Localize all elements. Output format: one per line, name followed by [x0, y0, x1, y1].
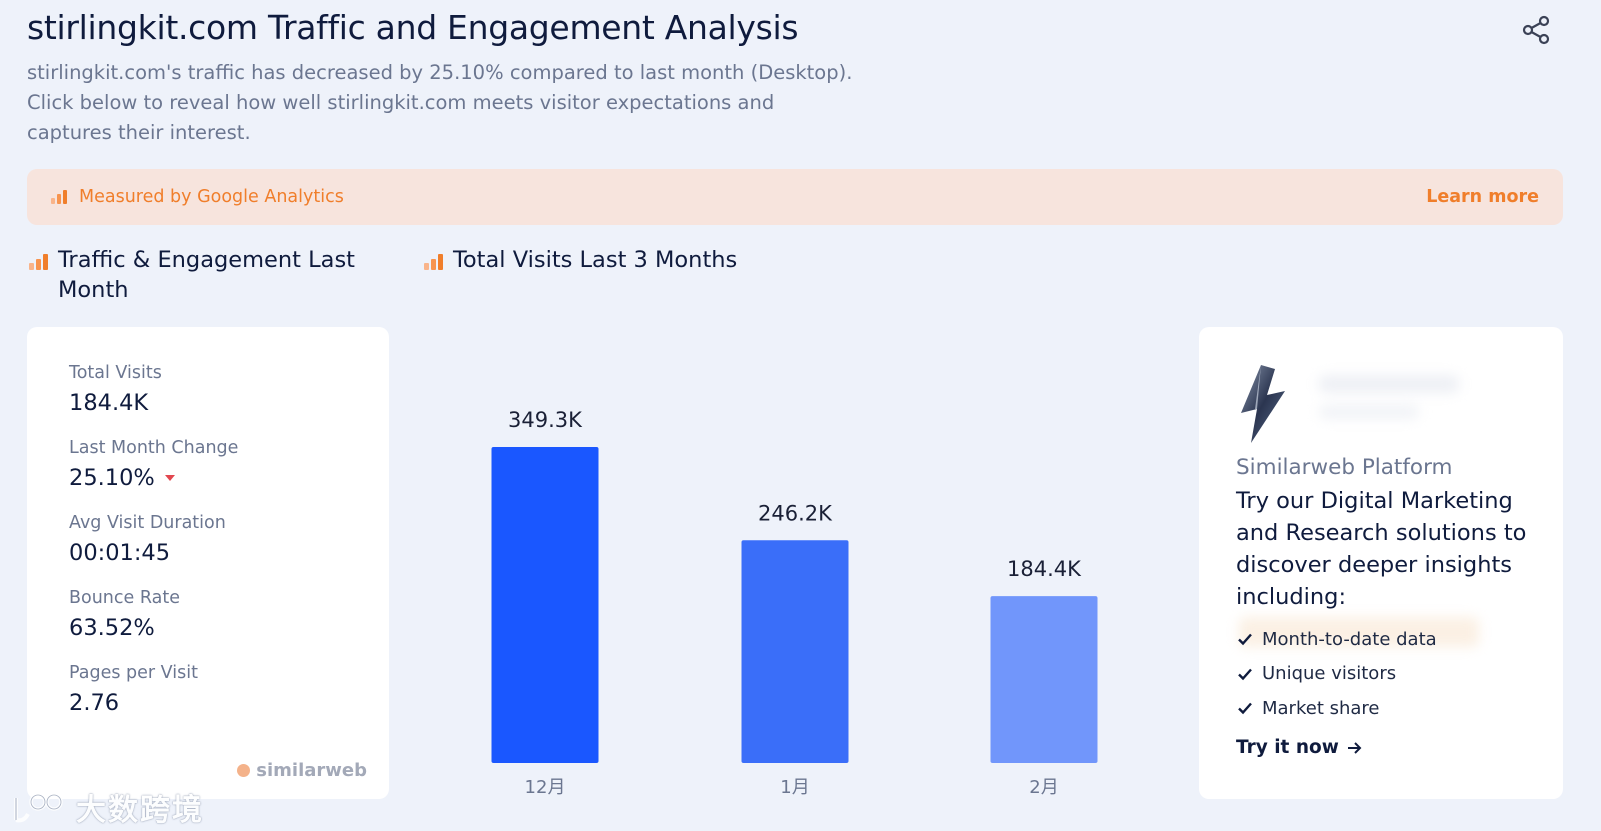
promo-kicker: Similarweb Platform [1236, 455, 1453, 480]
metric-value: 00:01:45 [69, 537, 389, 569]
chart-bar [990, 596, 1098, 763]
visits-title-text: Total Visits Last 3 Months [453, 247, 738, 273]
promo-feature-item: Market share [1236, 691, 1437, 726]
metric-last-month-change: Last Month Change 25.10% [69, 436, 389, 494]
analytics-bars-icon [29, 254, 48, 270]
caret-down-icon [164, 475, 175, 481]
promo-headline: Try our Digital Marketing and Research s… [1236, 488, 1527, 610]
ga-banner-text: Measured by Google Analytics [79, 187, 344, 207]
ga-banner: Measured by Google Analytics Learn more [27, 169, 1563, 225]
total-visits-chart: 349.3K 12月 246.2K 1月 184.4K 2月 [491, 408, 1098, 798]
chart-x-tick-label: 2月 [1029, 777, 1058, 798]
engagement-section-title: Traffic & Engagement Last Month [29, 245, 369, 305]
metric-value-text: 2.76 [69, 690, 120, 716]
metric-label: Pages per Visit [69, 663, 198, 683]
engagement-title-text: Traffic & Engagement Last Month [58, 247, 355, 303]
learn-more-link[interactable]: Learn more [1426, 187, 1539, 207]
promo-feature-item: Month-to-date data [1236, 622, 1437, 657]
metric-value: 2.76 [69, 687, 389, 719]
metric-value-text: 00:01:45 [69, 540, 171, 566]
lightning-bolt-icon [1241, 365, 1285, 443]
analytics-bars-icon [424, 254, 443, 270]
promo-feature-text: Market share [1262, 697, 1380, 719]
metric-value-text: 63.52% [69, 615, 155, 641]
metric-bounce-rate: Bounce Rate 63.52% [69, 586, 389, 644]
page-subtitle: stirlingkit.com's traffic has decreased … [27, 61, 853, 144]
promo-feature-text: Unique visitors [1262, 663, 1397, 685]
watermark-logo-icon [14, 793, 63, 823]
metric-label: Total Visits [69, 363, 162, 383]
metric-value-text: 25.10% [69, 465, 155, 491]
check-icon [1238, 702, 1252, 715]
try-it-now-link[interactable]: Try it now [1236, 737, 1363, 758]
chart-x-tick-label: 1月 [780, 777, 809, 798]
metric-avg-visit-duration: Avg Visit Duration 00:01:45 [69, 511, 389, 569]
promo-feature-list: Month-to-date data Unique visitors Marke… [1236, 622, 1437, 726]
metric-value: 63.52% [69, 612, 389, 644]
analytics-bars-icon [51, 190, 67, 204]
metric-total-visits: Total Visits 184.4K [69, 361, 389, 419]
chart-data-label: 349.3K [508, 408, 583, 432]
metric-value: 25.10% [69, 462, 389, 494]
metric-value-text: 184.4K [69, 390, 149, 416]
promo-feature-text: Month-to-date data [1262, 628, 1437, 650]
share-icon[interactable] [1520, 14, 1552, 46]
chart-bar [491, 447, 599, 763]
page-title: stirlingkit.com Traffic and Engagement A… [27, 8, 799, 47]
blurred-placeholder [1239, 617, 1479, 647]
promo-card: Similarweb Platform Try our Digital Mark… [1199, 327, 1563, 799]
similarweb-logo-text: similarweb [256, 760, 367, 781]
metrics-card: Total Visits 184.4K Last Month Change 25… [27, 327, 389, 799]
blurred-placeholder [1319, 405, 1419, 419]
promo-feature-item: Unique visitors [1236, 657, 1437, 692]
metric-label: Last Month Change [69, 438, 239, 458]
chart-bar [741, 540, 849, 763]
chart-data-label: 184.4K [1007, 557, 1082, 581]
check-icon [1238, 668, 1252, 680]
check-icon [1238, 633, 1252, 646]
chart-x-tick-label: 12月 [525, 777, 566, 798]
try-it-now-text: Try it now [1236, 737, 1339, 758]
chart-data-label: 246.2K [758, 501, 833, 525]
metric-pages-per-visit: Pages per Visit 2.76 [69, 661, 389, 719]
metric-value: 184.4K [69, 387, 389, 419]
visits-section-title: Total Visits Last 3 Months [424, 245, 737, 275]
blurred-placeholder [1319, 375, 1459, 393]
arrow-right-icon [1347, 741, 1362, 754]
similarweb-logo: similarweb [237, 760, 367, 781]
metric-label: Bounce Rate [69, 588, 180, 608]
watermark-text: 大数跨境 [76, 793, 204, 828]
metric-label: Avg Visit Duration [69, 513, 226, 533]
watermark: 大数跨境 [10, 785, 204, 829]
similarweb-logo-icon [237, 764, 251, 777]
